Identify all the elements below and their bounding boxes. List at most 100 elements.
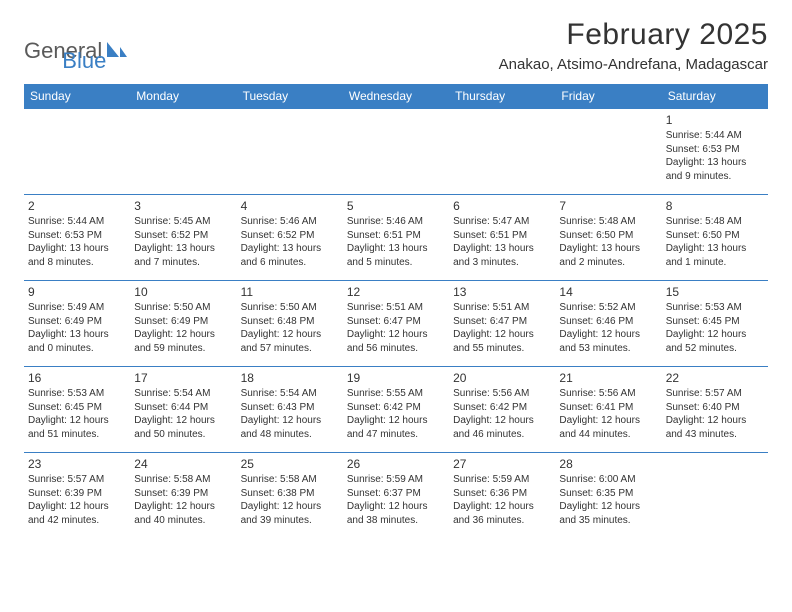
day-number: 4 <box>241 198 339 214</box>
day-number: 28 <box>559 456 657 472</box>
day-cell <box>130 109 236 195</box>
sunset-text: Sunset: 6:49 PM <box>28 315 126 329</box>
daylight-text: Daylight: 12 hours and 52 minutes. <box>666 328 764 355</box>
sunrise-text: Sunrise: 5:50 AM <box>134 301 232 315</box>
day-cell: 12Sunrise: 5:51 AMSunset: 6:47 PMDayligh… <box>343 281 449 367</box>
day-number: 22 <box>666 370 764 386</box>
day-number: 13 <box>453 284 551 300</box>
daylight-text: Daylight: 12 hours and 59 minutes. <box>134 328 232 355</box>
daylight-text: Daylight: 12 hours and 46 minutes. <box>453 414 551 441</box>
sunset-text: Sunset: 6:48 PM <box>241 315 339 329</box>
sunset-text: Sunset: 6:41 PM <box>559 401 657 415</box>
daylight-text: Daylight: 13 hours and 0 minutes. <box>28 328 126 355</box>
sunrise-text: Sunrise: 5:58 AM <box>134 473 232 487</box>
sunrise-text: Sunrise: 5:46 AM <box>241 215 339 229</box>
calendar-week-row: 1Sunrise: 5:44 AMSunset: 6:53 PMDaylight… <box>24 109 768 195</box>
day-cell: 1Sunrise: 5:44 AMSunset: 6:53 PMDaylight… <box>662 109 768 195</box>
sunset-text: Sunset: 6:53 PM <box>666 143 764 157</box>
calendar-week-row: 23Sunrise: 5:57 AMSunset: 6:39 PMDayligh… <box>24 453 768 535</box>
daylight-text: Daylight: 12 hours and 36 minutes. <box>453 500 551 527</box>
day-cell: 4Sunrise: 5:46 AMSunset: 6:52 PMDaylight… <box>237 195 343 281</box>
daylight-text: Daylight: 12 hours and 53 minutes. <box>559 328 657 355</box>
sunset-text: Sunset: 6:38 PM <box>241 487 339 501</box>
sunset-text: Sunset: 6:47 PM <box>347 315 445 329</box>
sunset-text: Sunset: 6:50 PM <box>666 229 764 243</box>
day-cell: 11Sunrise: 5:50 AMSunset: 6:48 PMDayligh… <box>237 281 343 367</box>
sunrise-text: Sunrise: 5:51 AM <box>453 301 551 315</box>
day-cell <box>237 109 343 195</box>
day-number: 8 <box>666 198 764 214</box>
sunset-text: Sunset: 6:44 PM <box>134 401 232 415</box>
sunset-text: Sunset: 6:47 PM <box>453 315 551 329</box>
sunrise-text: Sunrise: 5:46 AM <box>347 215 445 229</box>
day-cell: 2Sunrise: 5:44 AMSunset: 6:53 PMDaylight… <box>24 195 130 281</box>
day-cell: 16Sunrise: 5:53 AMSunset: 6:45 PMDayligh… <box>24 367 130 453</box>
sunset-text: Sunset: 6:39 PM <box>28 487 126 501</box>
sunset-text: Sunset: 6:43 PM <box>241 401 339 415</box>
sunrise-text: Sunrise: 5:57 AM <box>28 473 126 487</box>
logo-sail-icon <box>106 40 128 63</box>
sunrise-text: Sunrise: 5:54 AM <box>134 387 232 401</box>
daylight-text: Daylight: 12 hours and 57 minutes. <box>241 328 339 355</box>
logo: General Blue <box>24 18 106 74</box>
daylight-text: Daylight: 13 hours and 7 minutes. <box>134 242 232 269</box>
day-cell: 13Sunrise: 5:51 AMSunset: 6:47 PMDayligh… <box>449 281 555 367</box>
day-cell: 15Sunrise: 5:53 AMSunset: 6:45 PMDayligh… <box>662 281 768 367</box>
daylight-text: Daylight: 12 hours and 43 minutes. <box>666 414 764 441</box>
location-text: Anakao, Atsimo-Andrefana, Madagascar <box>499 56 768 73</box>
day-number: 11 <box>241 284 339 300</box>
daylight-text: Daylight: 12 hours and 50 minutes. <box>134 414 232 441</box>
daylight-text: Daylight: 12 hours and 55 minutes. <box>453 328 551 355</box>
day-number: 20 <box>453 370 551 386</box>
sunrise-text: Sunrise: 5:47 AM <box>453 215 551 229</box>
daylight-text: Daylight: 13 hours and 5 minutes. <box>347 242 445 269</box>
sunrise-text: Sunrise: 5:50 AM <box>241 301 339 315</box>
sunrise-text: Sunrise: 5:58 AM <box>241 473 339 487</box>
day-cell: 3Sunrise: 5:45 AMSunset: 6:52 PMDaylight… <box>130 195 236 281</box>
daylight-text: Daylight: 12 hours and 51 minutes. <box>28 414 126 441</box>
sunrise-text: Sunrise: 5:44 AM <box>666 129 764 143</box>
daylight-text: Daylight: 13 hours and 3 minutes. <box>453 242 551 269</box>
sunrise-text: Sunrise: 5:53 AM <box>666 301 764 315</box>
sunrise-text: Sunrise: 5:53 AM <box>28 387 126 401</box>
day-cell: 28Sunrise: 6:00 AMSunset: 6:35 PMDayligh… <box>555 453 661 535</box>
sunrise-text: Sunrise: 5:59 AM <box>347 473 445 487</box>
sunset-text: Sunset: 6:52 PM <box>241 229 339 243</box>
day-cell <box>343 109 449 195</box>
daylight-text: Daylight: 13 hours and 9 minutes. <box>666 156 764 183</box>
day-cell: 21Sunrise: 5:56 AMSunset: 6:41 PMDayligh… <box>555 367 661 453</box>
daylight-text: Daylight: 12 hours and 56 minutes. <box>347 328 445 355</box>
day-cell: 6Sunrise: 5:47 AMSunset: 6:51 PMDaylight… <box>449 195 555 281</box>
day-number: 27 <box>453 456 551 472</box>
day-cell: 23Sunrise: 5:57 AMSunset: 6:39 PMDayligh… <box>24 453 130 535</box>
sunrise-text: Sunrise: 5:48 AM <box>559 215 657 229</box>
day-header-friday: Friday <box>555 84 661 109</box>
sunrise-text: Sunrise: 5:59 AM <box>453 473 551 487</box>
day-header-saturday: Saturday <box>662 84 768 109</box>
daylight-text: Daylight: 12 hours and 47 minutes. <box>347 414 445 441</box>
daylight-text: Daylight: 13 hours and 2 minutes. <box>559 242 657 269</box>
day-cell: 7Sunrise: 5:48 AMSunset: 6:50 PMDaylight… <box>555 195 661 281</box>
day-cell: 14Sunrise: 5:52 AMSunset: 6:46 PMDayligh… <box>555 281 661 367</box>
logo-text-blue: Blue <box>62 48 106 74</box>
sunset-text: Sunset: 6:42 PM <box>453 401 551 415</box>
sunset-text: Sunset: 6:36 PM <box>453 487 551 501</box>
page-header: General Blue February 2025 Anakao, Atsim… <box>24 18 768 74</box>
calendar-table: Sunday Monday Tuesday Wednesday Thursday… <box>24 84 768 535</box>
daylight-text: Daylight: 12 hours and 44 minutes. <box>559 414 657 441</box>
sunrise-text: Sunrise: 5:56 AM <box>559 387 657 401</box>
day-number: 14 <box>559 284 657 300</box>
day-cell: 26Sunrise: 5:59 AMSunset: 6:37 PMDayligh… <box>343 453 449 535</box>
daylight-text: Daylight: 12 hours and 40 minutes. <box>134 500 232 527</box>
day-number: 7 <box>559 198 657 214</box>
sunset-text: Sunset: 6:45 PM <box>28 401 126 415</box>
day-number: 15 <box>666 284 764 300</box>
day-number: 21 <box>559 370 657 386</box>
sunrise-text: Sunrise: 5:44 AM <box>28 215 126 229</box>
sunset-text: Sunset: 6:51 PM <box>347 229 445 243</box>
sunrise-text: Sunrise: 5:48 AM <box>666 215 764 229</box>
daylight-text: Daylight: 13 hours and 8 minutes. <box>28 242 126 269</box>
day-cell <box>555 109 661 195</box>
sunset-text: Sunset: 6:53 PM <box>28 229 126 243</box>
day-cell: 19Sunrise: 5:55 AMSunset: 6:42 PMDayligh… <box>343 367 449 453</box>
